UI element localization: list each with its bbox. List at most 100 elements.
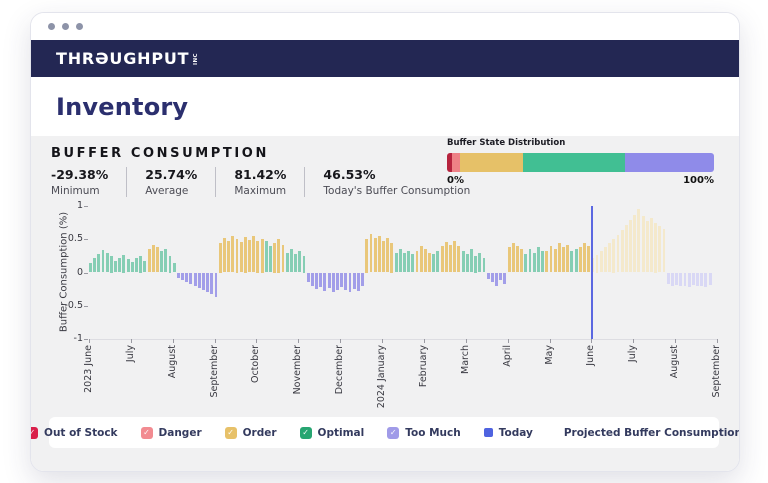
chart-bar-optimal[interactable] bbox=[118, 257, 122, 273]
chart-bar-too-much[interactable] bbox=[185, 272, 189, 282]
chart-bar-order[interactable] bbox=[415, 251, 419, 273]
chart-bar-too-much[interactable] bbox=[356, 272, 360, 292]
chart-bar-order[interactable] bbox=[239, 241, 243, 273]
window-control-dot[interactable] bbox=[48, 23, 55, 30]
chart-bar-order[interactable] bbox=[587, 245, 591, 273]
chart-bar-optimal[interactable] bbox=[536, 247, 540, 273]
chart-bar-order[interactable] bbox=[151, 244, 155, 273]
chart-bar-too-much[interactable] bbox=[176, 272, 180, 278]
chart-bar-optimal[interactable] bbox=[93, 257, 97, 273]
chart-bar-optimal[interactable] bbox=[411, 253, 415, 273]
chart-bar-optimal[interactable] bbox=[524, 253, 528, 273]
chart-bar-too-much[interactable] bbox=[327, 272, 331, 289]
chart-bar-too-much[interactable] bbox=[361, 272, 365, 286]
chart-bar-order[interactable] bbox=[583, 243, 586, 273]
legend-swatch-icon[interactable]: ✓ bbox=[140, 426, 153, 439]
chart-bar-projected-order[interactable] bbox=[637, 209, 641, 273]
chart-bar-projected-order[interactable] bbox=[599, 251, 603, 273]
chart-bar-order[interactable] bbox=[507, 247, 511, 273]
chart-bar-projected-too-much[interactable] bbox=[691, 272, 695, 286]
chart-bar-optimal[interactable] bbox=[126, 259, 130, 273]
chart-bar-optimal[interactable] bbox=[289, 249, 293, 273]
chart-bar-order[interactable] bbox=[235, 239, 239, 273]
chart-bar-order[interactable] bbox=[520, 248, 524, 273]
chart-bar-projected-order[interactable] bbox=[603, 247, 607, 273]
legend-item-out-of-stock[interactable]: ✓ Out of Stock bbox=[31, 426, 118, 439]
chart-bar-order[interactable] bbox=[511, 243, 515, 273]
chart-bar-projected-order[interactable] bbox=[641, 215, 645, 273]
chart-bar-order[interactable] bbox=[377, 235, 381, 273]
chart-bar-optimal[interactable] bbox=[130, 261, 134, 273]
chart-bar-order[interactable] bbox=[248, 239, 251, 273]
window-control-dot[interactable] bbox=[62, 23, 69, 30]
chart-bar-order[interactable] bbox=[277, 239, 281, 273]
chart-bar-too-much[interactable] bbox=[344, 272, 348, 291]
chart-bar-optimal[interactable] bbox=[528, 249, 532, 273]
chart-bar-projected-order[interactable] bbox=[612, 239, 616, 273]
chart-bar-optimal[interactable] bbox=[89, 262, 92, 273]
chart-bar-too-much[interactable] bbox=[315, 272, 318, 290]
chart-bar-projected-too-much[interactable] bbox=[675, 272, 679, 286]
chart-bar-order[interactable] bbox=[256, 241, 260, 273]
chart-bar-order[interactable] bbox=[369, 233, 373, 273]
chart-bar-optimal[interactable] bbox=[135, 257, 138, 273]
chart-bar-optimal[interactable] bbox=[532, 252, 536, 273]
legend-item-today[interactable]: Today bbox=[483, 427, 533, 439]
chart-bar-projected-too-much[interactable] bbox=[700, 272, 704, 286]
window-control-dot[interactable] bbox=[76, 23, 83, 30]
chart-bar-too-much[interactable] bbox=[503, 272, 507, 285]
chart-bar-order[interactable] bbox=[419, 245, 423, 273]
chart-bar-optimal[interactable] bbox=[114, 260, 117, 273]
chart-bar-order[interactable] bbox=[562, 247, 565, 273]
chart-bar-too-much[interactable] bbox=[352, 272, 356, 290]
chart-bar-optimal[interactable] bbox=[474, 255, 478, 273]
chart-bar-optimal[interactable] bbox=[97, 253, 101, 273]
chart-bar-too-much[interactable] bbox=[181, 272, 184, 280]
chart-bar-order[interactable] bbox=[147, 249, 151, 273]
chart-bar-optimal[interactable] bbox=[461, 251, 465, 273]
chart-bar-order[interactable] bbox=[557, 243, 561, 273]
chart-bar-optimal[interactable] bbox=[269, 245, 272, 273]
chart-bar-too-much[interactable] bbox=[189, 272, 193, 284]
chart-bar-projected-order[interactable] bbox=[645, 220, 649, 273]
chart-bar-optimal[interactable] bbox=[143, 260, 147, 273]
chart-bar-optimal[interactable] bbox=[168, 255, 172, 273]
chart-bar-order[interactable] bbox=[273, 242, 277, 273]
chart-bar-optimal[interactable] bbox=[436, 250, 440, 273]
legend-item-order[interactable]: ✓ Order bbox=[224, 426, 277, 439]
chart-bar-order[interactable] bbox=[155, 247, 159, 273]
chart-bar-projected-order[interactable] bbox=[620, 229, 624, 273]
chart-bar-projected-too-much[interactable] bbox=[679, 272, 683, 287]
chart-bar-optimal[interactable] bbox=[432, 253, 436, 273]
legend-swatch-icon[interactable]: ✓ bbox=[387, 426, 400, 439]
chart-bar-too-much[interactable] bbox=[331, 272, 335, 293]
chart-bar-optimal[interactable] bbox=[139, 255, 143, 273]
chart-bar-order[interactable] bbox=[440, 245, 444, 273]
chart-bar-optimal[interactable] bbox=[298, 251, 302, 273]
chart-bar-too-much[interactable] bbox=[214, 272, 218, 298]
chart-bar-optimal[interactable] bbox=[160, 251, 164, 273]
chart-bar-too-much[interactable] bbox=[306, 272, 310, 283]
chart-bar-optimal[interactable] bbox=[465, 253, 469, 273]
chart-bar-optimal[interactable] bbox=[302, 255, 306, 273]
chart-bar-order[interactable] bbox=[281, 244, 285, 273]
chart-bar-too-much[interactable] bbox=[193, 272, 197, 286]
chart-bar-optimal[interactable] bbox=[101, 249, 105, 273]
legend-swatch-icon[interactable] bbox=[483, 428, 493, 437]
chart-bar-order[interactable] bbox=[444, 241, 448, 273]
legend-swatch-icon[interactable]: ✓ bbox=[299, 426, 312, 439]
chart-bar-order[interactable] bbox=[222, 237, 226, 273]
chart-bar-too-much[interactable] bbox=[499, 272, 503, 281]
chart-bar-projected-order[interactable] bbox=[629, 219, 632, 273]
chart-bar-projected-order[interactable] bbox=[624, 225, 628, 273]
chart-bar-order[interactable] bbox=[382, 240, 385, 273]
chart-bar-too-much[interactable] bbox=[486, 272, 490, 280]
chart-bar-order[interactable] bbox=[373, 237, 377, 273]
chart-bar-optimal[interactable] bbox=[264, 240, 268, 273]
chart-bar-too-much[interactable] bbox=[310, 272, 314, 286]
chart-bar-optimal[interactable] bbox=[109, 255, 113, 273]
chart-bar-optimal[interactable] bbox=[570, 251, 574, 273]
chart-bar-too-much[interactable] bbox=[340, 272, 344, 288]
chart-bar-too-much[interactable] bbox=[197, 272, 201, 288]
chart-bar-order[interactable] bbox=[578, 247, 582, 273]
